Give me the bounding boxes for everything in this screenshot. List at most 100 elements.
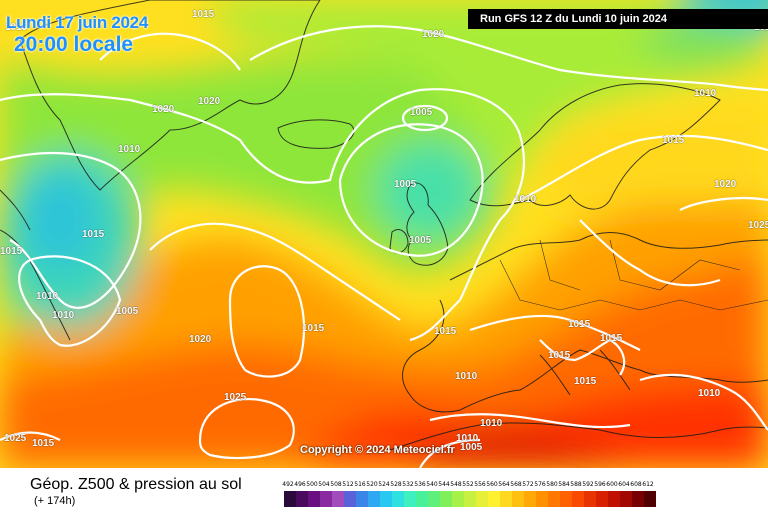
scale-swatch xyxy=(620,491,632,507)
scale-swatch xyxy=(464,491,476,507)
scale-tick-label: 556 xyxy=(474,481,486,488)
scale-swatch xyxy=(332,491,344,507)
scale-tick-label: 504 xyxy=(318,481,330,488)
scale-tick-label: 548 xyxy=(450,481,462,488)
scale-swatch xyxy=(284,491,296,507)
scale-tick-label: 532 xyxy=(402,481,414,488)
forecast-time: 20:00 locale xyxy=(14,33,134,56)
isobar-label: 1005 xyxy=(116,306,139,317)
isobar-label: 1020 xyxy=(189,334,212,345)
copyright-notice: Copyright © 2024 Meteociel.fr xyxy=(300,444,455,456)
isobar-label: 1005 xyxy=(410,107,433,118)
scale-swatch xyxy=(416,491,428,507)
scale-tick-label: 588 xyxy=(570,481,582,488)
scale-swatch xyxy=(596,491,608,507)
scale-tick-label: 564 xyxy=(498,481,510,488)
scale-swatch xyxy=(608,491,620,507)
map-canvas xyxy=(0,0,768,468)
isobar-label: 1015 xyxy=(662,135,685,146)
scale-tick-label: 500 xyxy=(306,481,318,488)
map-title: Géop. Z500 & pression au sol xyxy=(30,476,242,493)
scale-tick-label: 512 xyxy=(342,481,354,488)
isobar-label: 1025 xyxy=(4,433,27,444)
scale-swatch xyxy=(488,491,500,507)
scale-swatch xyxy=(548,491,560,507)
weather-map: 1015 1020 1020 1020 1010 1010 1015 1005 … xyxy=(0,0,768,468)
scale-tick-label: 520 xyxy=(366,481,378,488)
scale-swatch xyxy=(476,491,488,507)
isobar-label: 1010 xyxy=(456,433,479,444)
scale-swatch xyxy=(644,491,656,507)
scale-tick-label: 544 xyxy=(438,481,450,488)
scale-swatch xyxy=(368,491,380,507)
isobar-label: 1010 xyxy=(694,88,717,99)
isobar-label: 1020 xyxy=(714,179,737,190)
scale-tick-label: 600 xyxy=(606,481,618,488)
isobar-label: 1020 xyxy=(152,104,175,115)
scale-swatch xyxy=(452,491,464,507)
isobar-label: 1025 xyxy=(224,392,247,403)
isobar-label: 1010 xyxy=(698,388,721,399)
isobar-label: 1015 xyxy=(82,229,105,240)
scale-tick-label: 524 xyxy=(378,481,390,488)
scale-tick-label: 540 xyxy=(426,481,438,488)
scale-swatch xyxy=(320,491,332,507)
scale-tick-label: 496 xyxy=(294,481,306,488)
scale-tick-label: 516 xyxy=(354,481,366,488)
isobar-label: 1005 xyxy=(409,235,432,246)
scale-swatch xyxy=(344,491,356,507)
scale-tick-label: 604 xyxy=(618,481,630,488)
legend-footer: Géop. Z500 & pression au sol (+ 174h) 49… xyxy=(0,468,768,512)
isobar-label: 1010 xyxy=(480,418,503,429)
scale-swatch xyxy=(380,491,392,507)
isobar-label: 1015 xyxy=(5,22,28,33)
scale-tick-label: 552 xyxy=(462,481,474,488)
scale-swatch xyxy=(404,491,416,507)
scale-tick-label: 612 xyxy=(642,481,654,488)
coastlines xyxy=(0,0,768,451)
isobar-label: 1010 xyxy=(514,194,537,205)
run-info: Run GFS 12 Z du Lundi 10 juin 2024 xyxy=(468,9,768,29)
color-scale-bar xyxy=(284,491,656,507)
scale-tick-label: 580 xyxy=(546,481,558,488)
isobar-label: 1015 xyxy=(32,438,55,449)
scale-swatch xyxy=(428,491,440,507)
isobar-label: 1005 xyxy=(394,179,417,190)
forecast-date: Lundi 17 juin 2024 xyxy=(6,13,148,32)
scale-swatch xyxy=(632,491,644,507)
scale-swatch xyxy=(560,491,572,507)
scale-swatch xyxy=(524,491,536,507)
scale-swatch xyxy=(440,491,452,507)
isobar-label: 1015 xyxy=(548,350,571,361)
isobar-label: 1005 xyxy=(460,442,483,453)
scale-swatch xyxy=(308,491,320,507)
isobar-label: 1010 xyxy=(36,291,59,302)
isobar-label: 1015 xyxy=(568,319,591,330)
scale-tick-label: 592 xyxy=(582,481,594,488)
scale-swatch xyxy=(572,491,584,507)
scale-tick-label: 584 xyxy=(558,481,570,488)
isobar-label: 1015 xyxy=(302,323,325,334)
scale-tick-label: 560 xyxy=(486,481,498,488)
isobar-label: 1020 xyxy=(198,96,221,107)
isobar-label: 1020 xyxy=(422,29,445,40)
isobar-label: 1025 xyxy=(748,220,768,231)
scale-tick-label: 508 xyxy=(330,481,342,488)
scale-swatch xyxy=(500,491,512,507)
scale-swatch xyxy=(356,491,368,507)
isobar-label: 1015 xyxy=(600,333,623,344)
scale-tick-label: 528 xyxy=(390,481,402,488)
scale-swatch xyxy=(296,491,308,507)
isobar-label: 1010 xyxy=(455,371,478,382)
scale-swatch xyxy=(512,491,524,507)
forecast-offset: (+ 174h) xyxy=(34,495,76,507)
isobar-label: 1015 xyxy=(192,9,215,20)
scale-tick-label: 576 xyxy=(534,481,546,488)
isobars xyxy=(0,25,768,468)
isobar-label: 1015 xyxy=(574,376,597,387)
scale-tick-label: 572 xyxy=(522,481,534,488)
scale-tick-label: 568 xyxy=(510,481,522,488)
isobar-label: 1015 xyxy=(0,246,23,257)
scale-tick-label: 492 xyxy=(282,481,294,488)
scale-swatch xyxy=(392,491,404,507)
